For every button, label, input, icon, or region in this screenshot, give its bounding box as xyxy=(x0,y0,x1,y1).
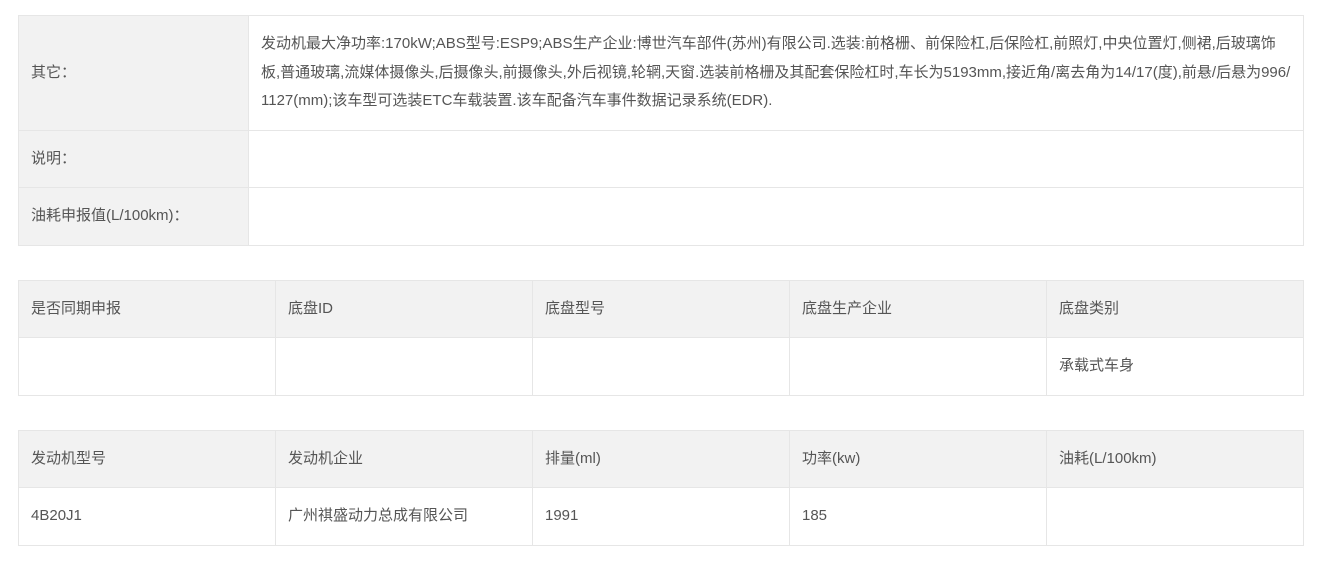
col-header: 排量(ml) xyxy=(533,430,790,488)
cell xyxy=(790,338,1047,396)
col-header: 发动机企业 xyxy=(276,430,533,488)
cell xyxy=(1047,488,1304,546)
table-row: 油耗申报值(L/100km)： xyxy=(19,188,1304,246)
cell: 4B20J1 xyxy=(19,488,276,546)
cell xyxy=(533,338,790,396)
table-row: 承载式车身 xyxy=(19,338,1304,396)
col-header: 油耗(L/100km) xyxy=(1047,430,1304,488)
cell: 广州祺盛动力总成有限公司 xyxy=(276,488,533,546)
col-header: 是否同期申报 xyxy=(19,280,276,338)
kv-label: 说明： xyxy=(19,130,249,188)
engine-table: 发动机型号 发动机企业 排量(ml) 功率(kw) 油耗(L/100km) 4B… xyxy=(18,430,1304,546)
cell xyxy=(276,338,533,396)
table-row: 其它： 发动机最大净功率:170kW;ABS型号:ESP9;ABS生产企业:博世… xyxy=(19,16,1304,131)
col-header: 发动机型号 xyxy=(19,430,276,488)
cell: 185 xyxy=(790,488,1047,546)
kv-value: 发动机最大净功率:170kW;ABS型号:ESP9;ABS生产企业:博世汽车部件… xyxy=(249,16,1304,131)
spec-kv-table: 其它： 发动机最大净功率:170kW;ABS型号:ESP9;ABS生产企业:博世… xyxy=(18,15,1304,246)
table-row: 4B20J1 广州祺盛动力总成有限公司 1991 185 xyxy=(19,488,1304,546)
kv-value xyxy=(249,188,1304,246)
cell: 1991 xyxy=(533,488,790,546)
table-row: 说明： xyxy=(19,130,1304,188)
cell xyxy=(19,338,276,396)
kv-label: 其它： xyxy=(19,16,249,131)
kv-value xyxy=(249,130,1304,188)
col-header: 底盘类别 xyxy=(1047,280,1304,338)
table-header-row: 发动机型号 发动机企业 排量(ml) 功率(kw) 油耗(L/100km) xyxy=(19,430,1304,488)
cell: 承载式车身 xyxy=(1047,338,1304,396)
table-header-row: 是否同期申报 底盘ID 底盘型号 底盘生产企业 底盘类别 xyxy=(19,280,1304,338)
col-header: 底盘ID xyxy=(276,280,533,338)
col-header: 底盘生产企业 xyxy=(790,280,1047,338)
chassis-table: 是否同期申报 底盘ID 底盘型号 底盘生产企业 底盘类别 承载式车身 xyxy=(18,280,1304,396)
kv-label: 油耗申报值(L/100km)： xyxy=(19,188,249,246)
col-header: 底盘型号 xyxy=(533,280,790,338)
col-header: 功率(kw) xyxy=(790,430,1047,488)
